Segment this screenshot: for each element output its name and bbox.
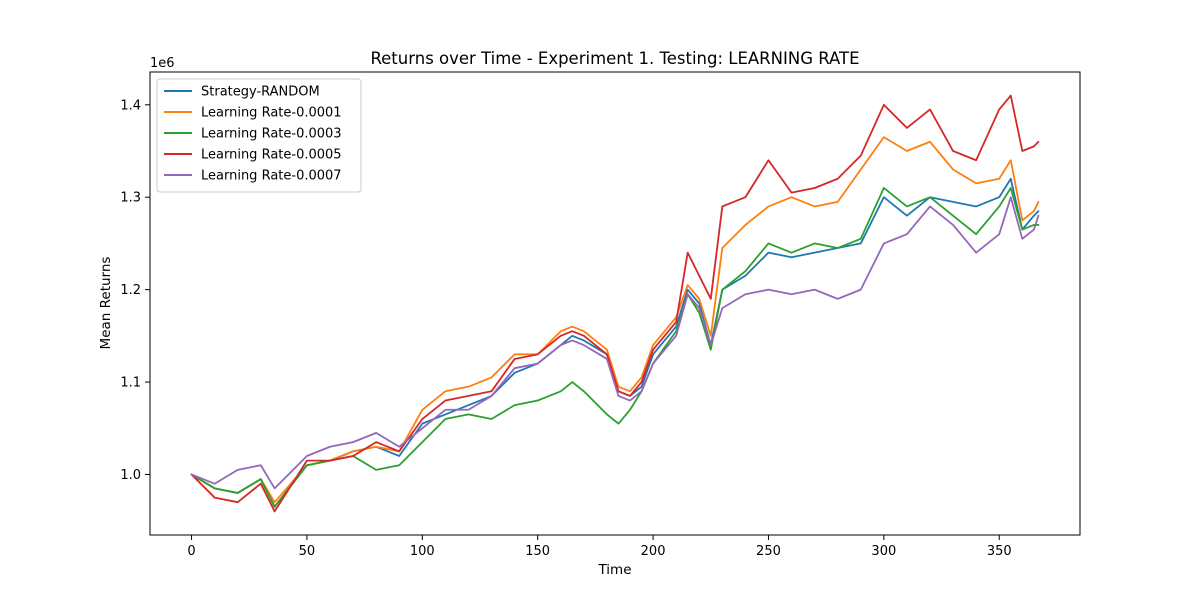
- legend-entry-label: Strategy-RANDOM: [201, 85, 320, 100]
- legend-entry-label: Learning Rate-0.0007: [201, 169, 342, 184]
- series-lines: [190, 94, 1040, 513]
- y-axis-label: Mean Returns: [98, 257, 114, 350]
- y-tick-label: 1.2: [120, 283, 141, 298]
- axes-frame: [149, 71, 1081, 536]
- y-tick-label: 1.1: [120, 376, 141, 391]
- legend-frame: [156, 78, 362, 193]
- x-tick-label: 0: [187, 544, 195, 559]
- y-tick-label: 1.3: [120, 191, 141, 206]
- y-axis: 1.0 1.1 1.2 1.3 1.4: [120, 98, 150, 483]
- x-tick-label: 350: [987, 544, 1012, 559]
- x-tick-label: 100: [410, 544, 435, 559]
- y-tick-label: 1.0: [120, 468, 141, 483]
- series-line: [190, 94, 1040, 513]
- legend: Strategy-RANDOM Learning Rate-0.0001 Learn…: [156, 78, 362, 193]
- legend-entry-label: Learning Rate-0.0005: [201, 148, 342, 163]
- x-tick-label: 250: [756, 544, 781, 559]
- x-axis-label: Time: [597, 562, 631, 578]
- legend-entry-label: Learning Rate-0.0001: [201, 106, 342, 121]
- x-axis: 0 50 100 150 200 250 300 350: [187, 535, 1012, 559]
- x-tick-label: 300: [871, 544, 896, 559]
- x-tick-label: 200: [641, 544, 666, 559]
- chart-title: Returns over Time - Experiment 1. Testin…: [370, 49, 859, 68]
- x-tick-label: 50: [299, 544, 316, 559]
- legend-entry-label: Learning Rate-0.0003: [201, 127, 342, 142]
- series-line: [190, 136, 1040, 504]
- series-line: [190, 196, 1040, 490]
- y-tick-label: 1.4: [120, 98, 141, 113]
- y-offset-label: 1e6: [150, 56, 175, 71]
- x-tick-label: 150: [525, 544, 550, 559]
